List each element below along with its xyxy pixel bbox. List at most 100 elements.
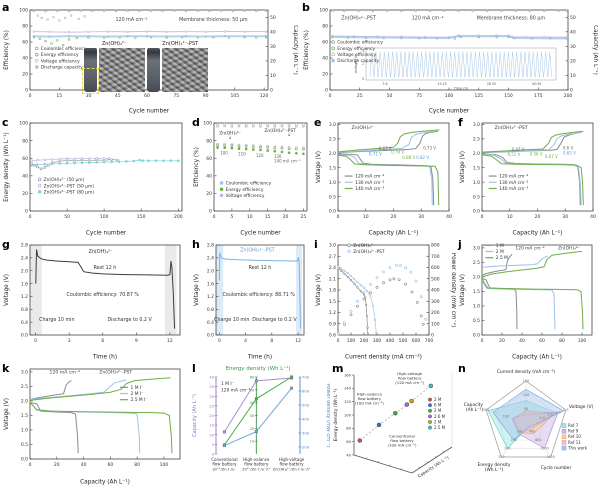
svg-text:Zn²⁺/Zn-I⁻/I₃⁻: Zn²⁺/Zn-I⁻/I₃⁻ xyxy=(212,467,236,471)
inset-label-znoh4-pst: Zn(OH)₄²⁻-PST xyxy=(162,41,199,47)
svg-text:12: 12 xyxy=(295,338,301,344)
svg-text:40: 40 xyxy=(346,453,351,457)
inset-label-znoh4: Zn(OH)₄²⁻ xyxy=(101,41,127,47)
svg-text:Energy density: Energy density xyxy=(478,462,511,468)
svg-text:0.73 V: 0.73 V xyxy=(423,145,436,150)
svg-text:2.7: 2.7 xyxy=(329,254,336,260)
svg-text:30: 30 xyxy=(562,214,568,220)
svg-text:20: 20 xyxy=(209,414,214,418)
svg-text:150: 150 xyxy=(504,93,513,99)
svg-text:Ref 9: Ref 9 xyxy=(568,429,579,434)
svg-text:1 M I⁻: 1 M I⁻ xyxy=(221,381,235,387)
svg-text:120 mA cm⁻²: 120 mA cm⁻² xyxy=(515,245,544,251)
svg-text:Conventional: Conventional xyxy=(211,457,237,462)
svg-text:400: 400 xyxy=(529,429,535,433)
svg-text:↓: ↓ xyxy=(287,132,291,138)
svg-text:120: 120 xyxy=(344,400,352,404)
svg-text:60: 60 xyxy=(107,462,113,468)
sem-image-znoh4-pst xyxy=(162,48,208,92)
svg-text:100: 100 xyxy=(19,8,28,14)
panel-i-polarization-power-chart: 0 100 200 300 400 500 600 700 Current density (m… xyxy=(314,238,456,361)
svg-text:100: 100 xyxy=(431,321,440,327)
svg-text:40: 40 xyxy=(22,174,28,180)
svg-text:2.5: 2.5 xyxy=(473,137,480,143)
svg-text:400: 400 xyxy=(386,338,395,344)
svg-text:800: 800 xyxy=(535,438,541,442)
svg-text:Discharge capacity: Discharge capacity xyxy=(337,58,379,64)
svg-text:0: 0 xyxy=(270,88,273,94)
svg-text:15: 15 xyxy=(265,214,271,220)
svg-text:120 mA cm⁻²: 120 mA cm⁻² xyxy=(412,16,444,22)
svg-text:10: 10 xyxy=(570,73,576,79)
svg-text:Capacity (Ah L⁻¹): Capacity (Ah L⁻¹) xyxy=(512,354,562,361)
svg-text:50: 50 xyxy=(387,93,393,99)
svg-text:12: 12 xyxy=(167,338,173,344)
svg-text:1.0: 1.0 xyxy=(539,416,544,420)
svg-text:Current density (mA cm⁻²): Current density (mA cm⁻²) xyxy=(345,354,422,361)
svg-text:0.56 V: 0.56 V xyxy=(530,151,543,156)
svg-text:40: 40 xyxy=(590,214,596,220)
svg-text:High-voltage: High-voltage xyxy=(397,371,422,376)
panel-a-cycling-stability-chart: 0 15 30 45 60 75 90 105 120 Cycle number 0 20 40 60 80… xyxy=(2,1,298,115)
svg-text:0.8: 0.8 xyxy=(21,307,28,313)
svg-text:80: 80 xyxy=(346,427,351,431)
svg-text:0.5: 0.5 xyxy=(329,194,336,200)
svg-text:10: 10 xyxy=(270,73,276,79)
svg-text:200: 200 xyxy=(302,446,310,450)
svg-text:5: 5 xyxy=(212,443,215,447)
svg-text:15: 15 xyxy=(209,424,214,428)
svg-text:Zn(OH)₄²⁻-PST: Zn(OH)₄²⁻-PST xyxy=(353,249,385,255)
svg-text:Zn(OH)₄²⁻: Zn(OH)₄²⁻ xyxy=(219,130,241,136)
svg-text:2.5 M: 2.5 M xyxy=(496,255,508,261)
svg-text:1.0: 1.0 xyxy=(473,180,480,186)
svg-text:40: 40 xyxy=(206,174,212,180)
svg-text:2.0: 2.0 xyxy=(555,411,560,415)
svg-text:(Ah L⁻¹): (Ah L⁻¹) xyxy=(466,407,483,413)
svg-text:0.63 V: 0.63 V xyxy=(379,146,392,151)
svg-text:40: 40 xyxy=(570,30,576,36)
svg-text:2.4: 2.4 xyxy=(207,256,214,262)
panel-g-self-discharge-chart: 0 3 6 9 12 Time (h) 0.0 0.4 0.8 1.2 1.6 2.0 2.4 2.8 Vo… xyxy=(2,238,181,361)
svg-text:j: j xyxy=(457,238,462,251)
svg-text:Zn(OH)₄²⁻: Zn(OH)₄²⁻ xyxy=(558,245,580,251)
svg-text:6: 6 xyxy=(101,338,104,344)
svg-text:0.6 V: 0.6 V xyxy=(563,146,574,151)
svg-text:Voltage (V): Voltage (V) xyxy=(316,274,322,306)
svg-text:0.6: 0.6 xyxy=(329,333,336,339)
svg-text:130: 130 xyxy=(274,154,282,159)
svg-text:700: 700 xyxy=(431,254,440,260)
svg-text:20: 20 xyxy=(54,462,60,468)
svg-text:10: 10 xyxy=(209,433,214,437)
svg-text:5: 5 xyxy=(230,214,233,220)
svg-text:120 mA cm⁻²: 120 mA cm⁻² xyxy=(221,388,250,394)
svg-text:20: 20 xyxy=(22,191,28,197)
svg-text:50: 50 xyxy=(570,15,576,21)
svg-text:100: 100 xyxy=(220,151,228,156)
svg-text:1600: 1600 xyxy=(546,455,555,459)
svg-text:Conventional: Conventional xyxy=(389,433,415,438)
svg-text:flow battery: flow battery xyxy=(244,462,269,467)
svg-text:0: 0 xyxy=(29,214,32,220)
svg-text:0: 0 xyxy=(34,338,37,344)
svg-text:30: 30 xyxy=(209,395,214,399)
svg-text:60: 60 xyxy=(346,440,351,444)
svg-text:Energy efficiency: Energy efficiency xyxy=(41,52,79,58)
svg-text:2.8: 2.8 xyxy=(21,243,28,249)
svg-text:1.2: 1.2 xyxy=(207,294,214,300)
svg-text:200: 200 xyxy=(174,214,183,220)
svg-text:Energy density (Wh L⁻¹): Energy density (Wh L⁻¹) xyxy=(3,132,10,202)
svg-text:Ref 11: Ref 11 xyxy=(568,440,581,445)
svg-text:b: b xyxy=(302,1,310,14)
svg-text:(100 mA cm⁻²): (100 mA cm⁻²) xyxy=(355,400,384,405)
svg-text:50: 50 xyxy=(64,214,70,220)
svg-text:Coulombic efficiency: 70.87 %: Coulombic efficiency: 70.87 % xyxy=(67,292,140,298)
svg-text:4: 4 xyxy=(244,338,247,344)
svg-text:700: 700 xyxy=(302,376,310,380)
svg-text:100: 100 xyxy=(347,338,356,344)
svg-text:0: 0 xyxy=(209,209,212,215)
svg-text:Voltage (V): Voltage (V) xyxy=(354,54,358,73)
svg-text:100: 100 xyxy=(523,393,529,397)
svg-text:0.0: 0.0 xyxy=(473,209,480,215)
svg-text:0.67 V: 0.67 V xyxy=(545,154,558,159)
svg-text:Capacity (Ah L⁻¹): Capacity (Ah L⁻¹) xyxy=(292,25,298,75)
